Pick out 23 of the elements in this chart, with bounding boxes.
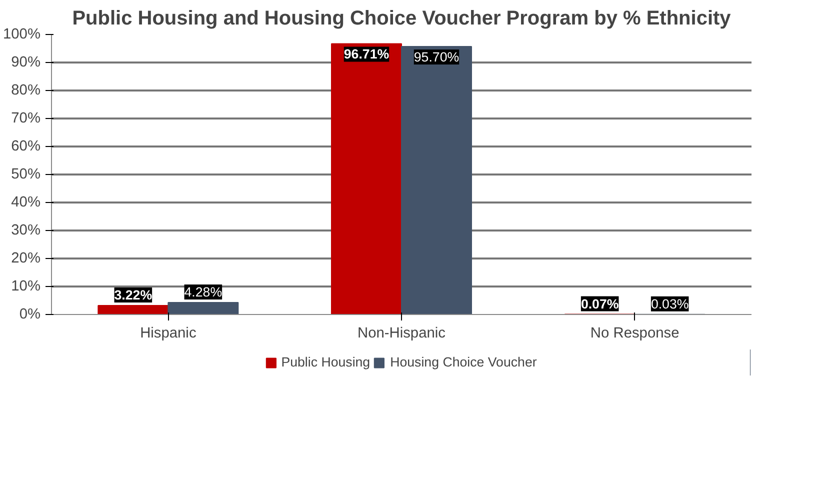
- y-tick-label: 60%: [11, 138, 41, 154]
- y-tick-label: 20%: [11, 250, 41, 266]
- y-tick-label: 100%: [3, 26, 41, 42]
- y-tick-label: 70%: [11, 110, 41, 126]
- y-tick-label: 50%: [11, 166, 41, 182]
- y-tick-label: 90%: [11, 54, 41, 70]
- legend-label: Housing Choice Voucher: [390, 354, 537, 370]
- y-tick-label: 0%: [19, 306, 41, 322]
- x-tick-label: No Response: [590, 326, 680, 342]
- data-label: 3.22%: [114, 287, 152, 302]
- data-label: 95.70%: [414, 50, 460, 65]
- data-label: 0.07%: [580, 296, 619, 312]
- chart-title: Public Housing and Housing Choice Voucher Program by % Ethnicity: [72, 8, 732, 30]
- data-label: 0.03%: [650, 296, 689, 312]
- legend-label: Public Housing: [281, 354, 370, 370]
- y-tick-label: 40%: [11, 194, 41, 210]
- y-tick-label: 10%: [11, 278, 41, 294]
- y-tick-label: 80%: [11, 82, 41, 98]
- data-label: 96.71%: [344, 46, 390, 62]
- y-tick-label: 30%: [11, 222, 41, 238]
- data-label: 4.28%: [184, 284, 222, 300]
- x-tick-label: Non-Hispanic: [358, 326, 446, 342]
- x-tick-label: Hispanic: [140, 326, 196, 342]
